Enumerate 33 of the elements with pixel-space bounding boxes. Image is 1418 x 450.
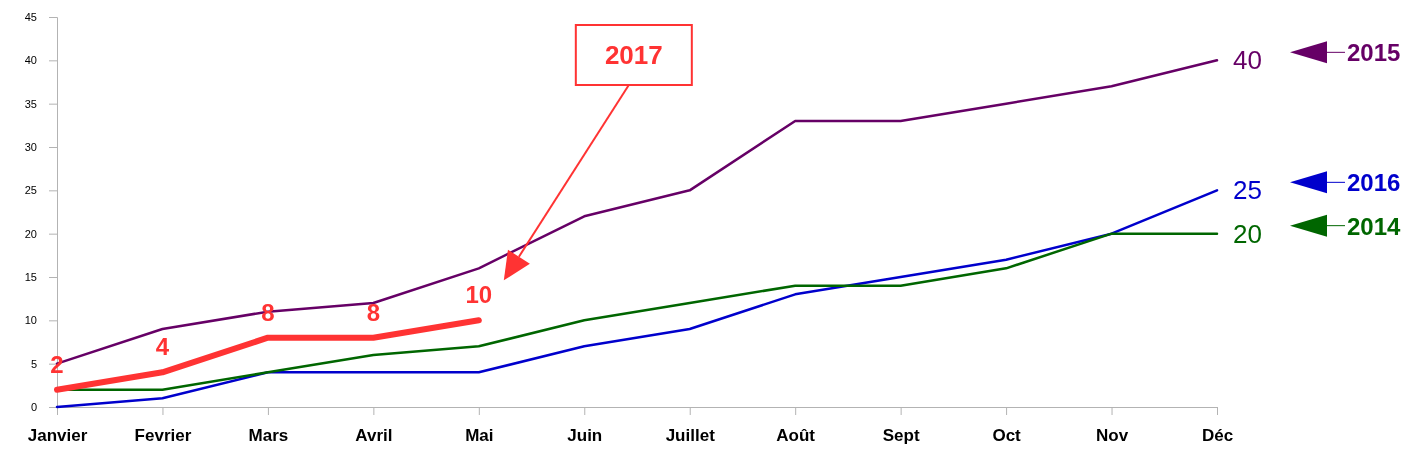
data-label: 20 [1233,218,1262,249]
data-label: 10 [465,281,493,309]
x-tick-label: Août [776,426,816,446]
data-label: 2 [50,350,64,378]
x-tick-label: Sept [882,426,920,446]
x-tick-label: Oct [992,426,1022,446]
x-tick-label: Janvier [27,426,88,446]
text: 2017 [604,40,663,70]
y-tick-label: 30 [24,141,37,154]
x-tick-label: Mars [248,426,289,446]
y-tick-label: 35 [24,97,37,110]
legend-label: 2016 [1347,169,1401,197]
y-tick-label: 0 [30,401,37,414]
data-label: 4 [155,333,170,361]
y-tick-label: 45 [24,11,37,24]
y-tick-label: 40 [24,54,37,67]
data-label: 25 [1233,175,1262,206]
y-tick-label: 15 [24,271,37,284]
x-tick-label: Déc [1201,426,1234,446]
data-label: 8 [366,298,381,326]
legend-label: 2014 [1347,212,1402,240]
y-tick-label: 20 [24,227,37,240]
y-tick-label: 25 [24,184,37,197]
x-tick-label: Mai [465,426,494,446]
y-tick-label: 5 [30,357,37,370]
x-tick-label: Avril [355,426,393,446]
x-tick-label: Juin [567,426,603,446]
x-tick-label: Nov [1095,426,1129,446]
legend-label: 2015 [1347,39,1401,67]
x-tick-label: Juillet [665,426,716,446]
x-tick-label: Fevrier [134,426,192,446]
y-tick-label: 10 [24,314,37,327]
data-label: 40 [1233,45,1262,76]
